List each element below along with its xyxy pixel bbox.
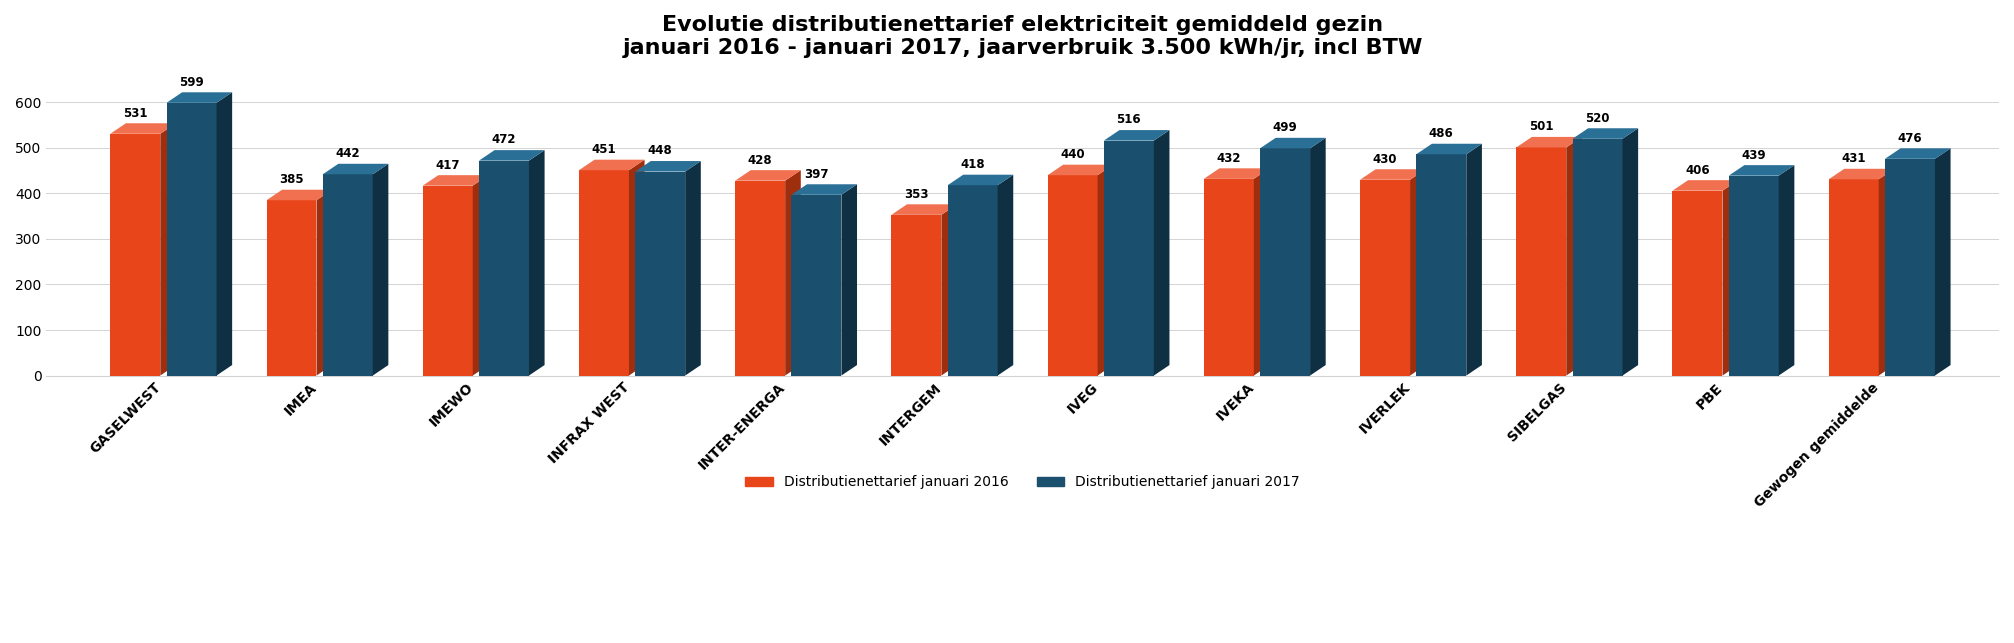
Polygon shape [1829, 169, 1895, 179]
Polygon shape [1359, 180, 1410, 376]
Polygon shape [792, 185, 858, 195]
Polygon shape [1154, 130, 1170, 376]
Polygon shape [1517, 137, 1581, 147]
Polygon shape [1416, 154, 1466, 376]
Text: 440: 440 [1059, 148, 1086, 161]
Polygon shape [322, 174, 373, 376]
Polygon shape [634, 172, 685, 376]
Text: 353: 353 [904, 188, 928, 201]
Legend: Distributienettarief januari 2016, Distributienettarief januari 2017: Distributienettarief januari 2016, Distr… [739, 470, 1305, 495]
Polygon shape [373, 164, 389, 376]
Polygon shape [1935, 149, 1952, 376]
Polygon shape [1672, 191, 1722, 376]
Polygon shape [1261, 138, 1325, 149]
Polygon shape [1255, 168, 1269, 376]
Text: 476: 476 [1897, 132, 1921, 145]
Polygon shape [423, 175, 487, 186]
Polygon shape [1885, 149, 1952, 159]
Polygon shape [1623, 128, 1637, 376]
Polygon shape [1879, 169, 1895, 376]
Polygon shape [1098, 165, 1114, 376]
Polygon shape [1728, 165, 1794, 176]
Polygon shape [1778, 165, 1794, 376]
Polygon shape [1728, 176, 1778, 376]
Polygon shape [161, 123, 175, 376]
Text: 417: 417 [435, 159, 459, 172]
Polygon shape [1410, 169, 1426, 376]
Text: 599: 599 [179, 76, 203, 89]
Polygon shape [1672, 180, 1738, 191]
Text: 428: 428 [747, 154, 773, 167]
Polygon shape [735, 170, 802, 181]
Polygon shape [785, 170, 802, 376]
Text: 406: 406 [1686, 163, 1710, 177]
Text: 448: 448 [649, 145, 673, 158]
Polygon shape [1885, 159, 1935, 376]
Polygon shape [1261, 149, 1309, 376]
Polygon shape [578, 159, 644, 170]
Text: 442: 442 [336, 147, 361, 160]
Polygon shape [423, 186, 473, 376]
Polygon shape [1573, 139, 1623, 376]
Title: Evolutie distributienettarief elektriciteit gemiddeld gezin
januari 2016 - janua: Evolutie distributienettarief elektricit… [622, 15, 1422, 59]
Text: 439: 439 [1742, 149, 1766, 161]
Text: 397: 397 [804, 168, 828, 181]
Polygon shape [1047, 165, 1114, 175]
Text: 451: 451 [592, 143, 616, 156]
Polygon shape [892, 215, 941, 376]
Polygon shape [1416, 144, 1482, 154]
Polygon shape [949, 185, 997, 376]
Polygon shape [111, 123, 175, 134]
Polygon shape [266, 190, 332, 200]
Polygon shape [792, 195, 842, 376]
Text: 432: 432 [1216, 152, 1241, 165]
Text: 385: 385 [280, 173, 304, 186]
Text: 431: 431 [1841, 152, 1865, 165]
Polygon shape [1829, 179, 1879, 376]
Polygon shape [842, 185, 858, 376]
Text: 516: 516 [1116, 113, 1142, 127]
Polygon shape [266, 200, 316, 376]
Text: 499: 499 [1273, 121, 1297, 134]
Polygon shape [628, 159, 644, 376]
Polygon shape [735, 181, 785, 376]
Polygon shape [949, 175, 1013, 185]
Polygon shape [479, 150, 544, 161]
Polygon shape [167, 103, 218, 376]
Polygon shape [1567, 137, 1581, 376]
Text: 501: 501 [1529, 120, 1553, 133]
Text: 486: 486 [1428, 127, 1454, 140]
Polygon shape [941, 204, 957, 376]
Text: 520: 520 [1585, 112, 1609, 125]
Text: 418: 418 [961, 158, 985, 171]
Polygon shape [892, 204, 957, 215]
Polygon shape [218, 93, 232, 376]
Polygon shape [1722, 180, 1738, 376]
Text: 472: 472 [491, 134, 516, 147]
Text: 531: 531 [123, 107, 147, 120]
Polygon shape [111, 134, 161, 376]
Polygon shape [473, 175, 487, 376]
Polygon shape [1104, 141, 1154, 376]
Polygon shape [1573, 128, 1637, 139]
Polygon shape [1104, 130, 1170, 141]
Text: 430: 430 [1374, 152, 1398, 166]
Polygon shape [322, 164, 389, 174]
Polygon shape [1204, 168, 1269, 179]
Polygon shape [1204, 179, 1255, 376]
Polygon shape [1517, 147, 1567, 376]
Polygon shape [1359, 169, 1426, 180]
Polygon shape [997, 175, 1013, 376]
Polygon shape [1309, 138, 1325, 376]
Polygon shape [1466, 144, 1482, 376]
Polygon shape [578, 170, 628, 376]
Polygon shape [530, 150, 544, 376]
Polygon shape [1047, 175, 1098, 376]
Polygon shape [316, 190, 332, 376]
Polygon shape [634, 161, 701, 172]
Polygon shape [167, 93, 232, 103]
Polygon shape [479, 161, 530, 376]
Polygon shape [685, 161, 701, 376]
